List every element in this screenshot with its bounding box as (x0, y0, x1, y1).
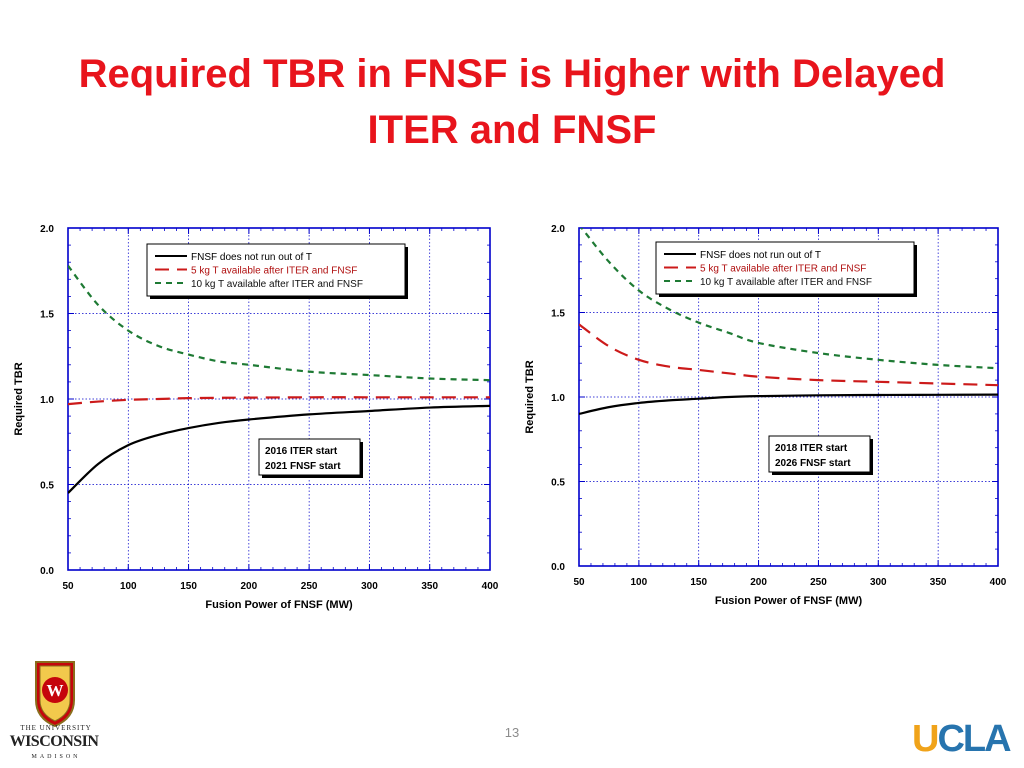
series-group (579, 228, 998, 415)
x-tick-label: 50 (573, 577, 585, 588)
slide-number: 13 (504, 725, 520, 740)
uw-logo-line2: WISCONSIN (9, 733, 99, 750)
plot-frame (578, 227, 999, 567)
series-line-0 (68, 404, 490, 494)
slide-title: Required TBR in FNSF is Higher with Dela… (0, 46, 1024, 158)
plot-frame (67, 227, 491, 571)
uw-crest-logo: W (35, 661, 75, 728)
y-tick-label: 1.5 (551, 309, 565, 320)
annotation-text-0: 2018 ITER start (775, 443, 848, 454)
x-tick-label: 100 (631, 577, 648, 588)
legend-label-2: 10 kg T available after ITER and FNSF (700, 277, 872, 288)
legend-label-0: FNSF does not run out of T (700, 250, 821, 261)
legend-label-2: 10 kg T available after ITER and FNSF (191, 279, 363, 290)
annotation-text-1: 2021 FNSF start (265, 461, 341, 472)
x-tick-label: 200 (750, 577, 767, 588)
ucla-logo-cla: CLA (937, 718, 1011, 760)
annotation-text-1: 2026 FNSF start (775, 458, 851, 469)
series-line-1 (579, 323, 998, 387)
x-axis-label: Fusion Power of FNSF (MW) (715, 595, 863, 607)
y-axis-label: Required TBR (13, 362, 25, 435)
y-axis-label: Required TBR (524, 360, 536, 433)
x-tick-label: 100 (120, 581, 137, 592)
legend-box (146, 243, 406, 297)
x-tick-label: 400 (990, 577, 1007, 588)
legend-label-0: FNSF does not run out of T (191, 252, 312, 263)
x-tick-label: 300 (361, 581, 378, 592)
x-tick-label: 250 (301, 581, 318, 592)
y-tick-label: 1.0 (40, 395, 54, 406)
x-tick-label: 400 (482, 581, 499, 592)
ucla-logo: UCLA (912, 718, 1012, 761)
legend-label-1: 5 kg T available after ITER and FNSF (191, 266, 357, 277)
legend-box (655, 241, 915, 295)
y-tick-label: 2.0 (551, 224, 565, 235)
x-tick-label: 350 (930, 577, 947, 588)
series-line-2 (68, 264, 490, 382)
series-line-1 (68, 396, 490, 406)
y-tick-label: 2.0 (40, 224, 54, 235)
x-tick-label: 150 (690, 577, 707, 588)
x-axis-label: Fusion Power of FNSF (MW) (205, 599, 353, 611)
series-line-2 (580, 228, 998, 370)
annotation-box (258, 438, 361, 476)
x-tick-label: 200 (241, 581, 258, 592)
y-tick-label: 0.5 (40, 481, 54, 492)
legend-label-1: 5 kg T available after ITER and FNSF (700, 264, 866, 275)
series-line-0 (579, 393, 998, 415)
x-tick-label: 50 (62, 581, 74, 592)
x-tick-label: 350 (421, 581, 438, 592)
y-tick-label: 1.5 (40, 310, 54, 321)
series-group (68, 264, 490, 494)
annotation-box (768, 435, 871, 473)
x-tick-label: 150 (180, 581, 197, 592)
y-tick-label: 0.0 (40, 566, 54, 577)
slide-title-line1: Required TBR in FNSF is Higher with Dela… (78, 52, 946, 96)
x-tick-label: 250 (810, 577, 827, 588)
slide-title-line2: ITER and FNSF (367, 108, 657, 152)
y-tick-label: 1.0 (551, 393, 565, 404)
y-tick-label: 0.0 (551, 562, 565, 573)
y-tick-label: 0.5 (551, 478, 565, 489)
uw-logo-line3: MADISON (31, 754, 81, 760)
ucla-logo-u: U (912, 718, 939, 760)
uw-logo-line1: THE UNIVERSITY (20, 724, 92, 732)
x-tick-label: 300 (870, 577, 887, 588)
annotation-text-0: 2016 ITER start (265, 446, 338, 457)
uw-crest-letter: W (47, 681, 64, 700)
